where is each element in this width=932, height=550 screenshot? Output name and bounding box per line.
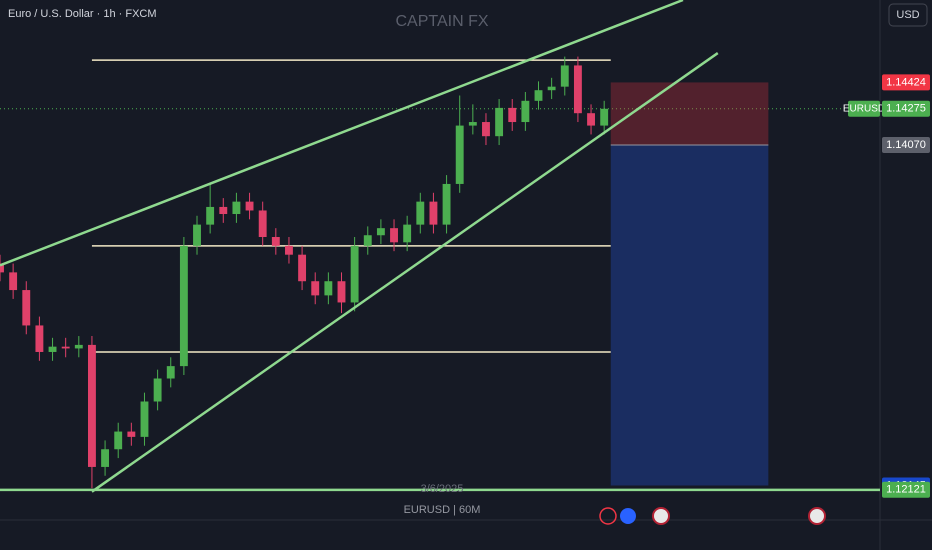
price-tag	[882, 137, 930, 154]
candle-body	[271, 237, 280, 246]
candle-body	[416, 201, 425, 225]
candle-body	[101, 449, 110, 467]
candle-body	[219, 206, 228, 215]
candle-body	[324, 281, 333, 296]
symbol-tag	[848, 100, 880, 117]
candle-body	[9, 272, 18, 291]
candle-body	[547, 86, 556, 91]
candle-body	[193, 224, 201, 246]
candle-body	[258, 210, 267, 238]
trend-line	[0, 0, 684, 267]
price-tag	[882, 100, 930, 117]
event-icon[interactable]	[808, 507, 826, 525]
price-tag-label: 1.12121	[886, 484, 926, 496]
stop-zone	[610, 82, 769, 146]
event-icon[interactable]	[652, 507, 670, 525]
candle-body	[311, 281, 320, 296]
footer: EURUSD | 60M	[404, 504, 481, 516]
candle-body	[350, 245, 359, 303]
candle-body	[560, 65, 569, 87]
candle-body	[61, 346, 70, 349]
candle-body	[285, 245, 293, 255]
watermark: CAPTAIN FX	[395, 13, 488, 30]
candle-body	[127, 431, 136, 437]
event-icon[interactable]	[620, 508, 636, 524]
price-tag-label: 1.14424	[886, 76, 926, 88]
candle-body	[22, 290, 31, 326]
candle-body	[587, 113, 595, 126]
candle-body	[508, 107, 517, 123]
candle-body	[166, 366, 175, 379]
candle-body	[35, 325, 44, 352]
candle-body	[600, 108, 609, 126]
date-label: 3/6/2025	[421, 483, 464, 495]
candle-body	[88, 344, 96, 467]
currency[interactable]: USD	[896, 9, 919, 21]
candle-body	[534, 90, 543, 101]
candle-body	[245, 201, 254, 211]
trend-line	[91, 52, 719, 493]
candle-body	[179, 245, 188, 367]
symbol-label: EURUSD	[843, 103, 885, 114]
candle-body	[521, 100, 530, 123]
candle-body	[468, 122, 477, 126]
target-zone	[610, 145, 769, 486]
candle-body	[455, 125, 464, 184]
plot-layer	[0, 56, 769, 489]
candle-body	[390, 228, 398, 243]
candle-body	[363, 235, 372, 246]
currency-button[interactable]	[888, 3, 928, 27]
price-tag-label: 1.14070	[886, 139, 926, 151]
price-tag-label: 1.14275	[886, 103, 926, 115]
candle-body	[140, 401, 149, 437]
candle-body	[429, 201, 438, 225]
candle-body	[337, 281, 346, 303]
event-icon[interactable]	[599, 507, 617, 525]
candle-body	[153, 378, 162, 402]
candle-body	[0, 263, 4, 273]
candle-body	[442, 183, 451, 225]
candle-body	[495, 107, 504, 137]
candle-body	[48, 346, 57, 352]
price-tag	[882, 74, 930, 91]
candle-body	[298, 254, 307, 282]
candle-body	[376, 228, 385, 236]
price-tag	[882, 481, 930, 498]
candle-body	[403, 224, 412, 243]
overlay-layer	[0, 0, 880, 493]
chart-title: Euro / U.S. Dollar · 1h · FXCM	[8, 8, 157, 20]
candle-body	[573, 65, 582, 114]
candle-body	[232, 201, 241, 215]
candle-body	[206, 206, 215, 225]
candle-body	[114, 431, 123, 450]
candle-body	[482, 122, 490, 137]
candle-body	[74, 344, 83, 349]
